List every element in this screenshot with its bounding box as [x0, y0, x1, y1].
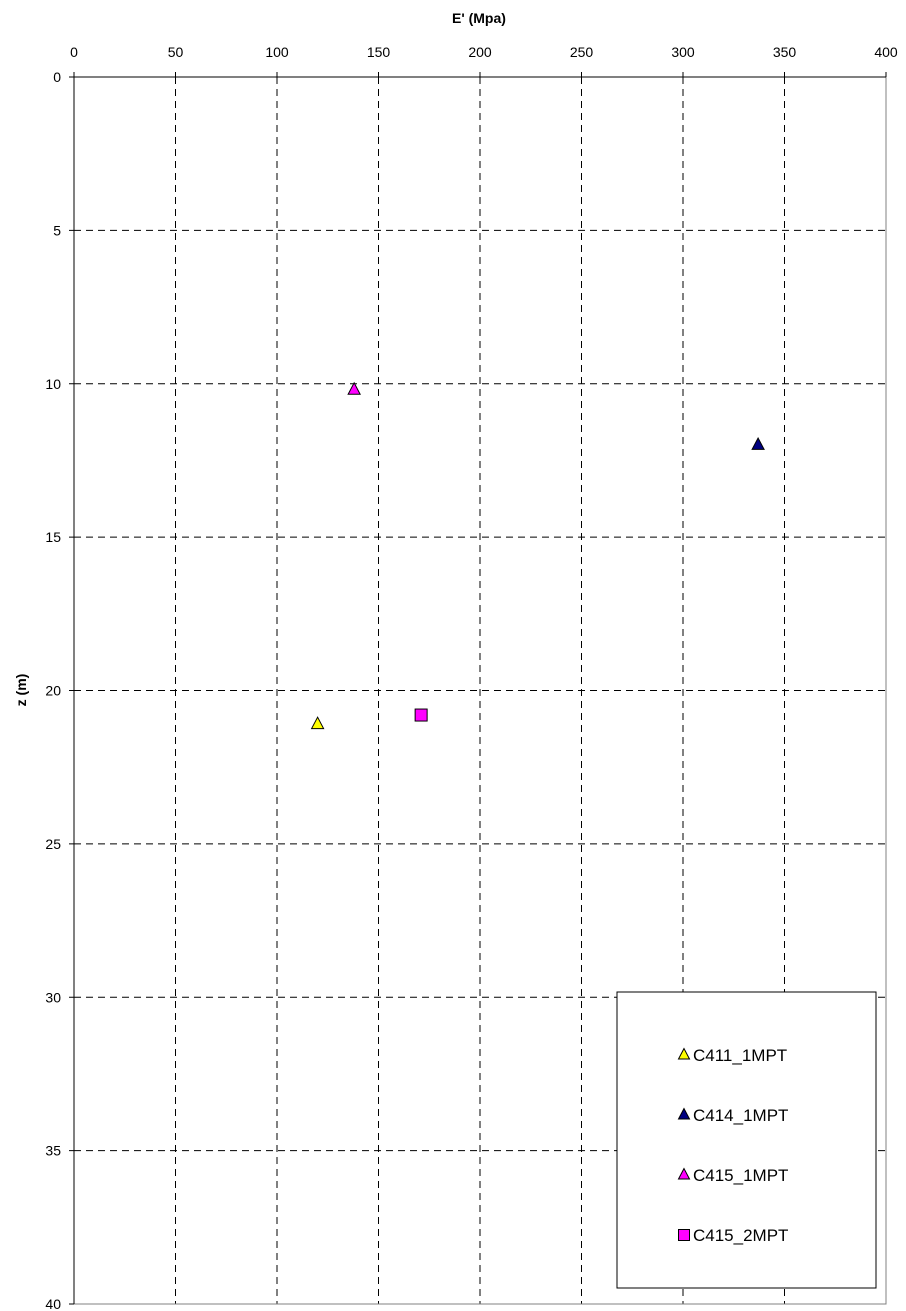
y-axis-title: z (m) [13, 674, 29, 707]
x-tick-label: 250 [570, 44, 594, 60]
data-points [310, 381, 765, 730]
data-point [310, 716, 325, 730]
legend-box [616, 991, 877, 1289]
x-tick-label: 400 [874, 44, 898, 60]
x-axis-title: E' (Mpa) [452, 10, 506, 26]
y-tick-label: 35 [45, 1143, 61, 1159]
legend-marker [677, 1107, 691, 1120]
x-tick-label: 0 [70, 44, 78, 60]
y-tick-label: 30 [45, 989, 61, 1005]
gridlines [74, 77, 886, 1304]
legend-label: C415_2MPT [693, 1226, 788, 1245]
legend: C411_1MPT C414_1MPT C415_1MPT C415_2MPT [616, 991, 877, 1289]
legend-label: C415_1MPT [693, 1166, 788, 1185]
tick-labels: 0 50 100 150 200 250 300 350 400 0 5 10 15 20 25 30 35 40 [45, 44, 897, 1311]
y-tick-label: 0 [53, 69, 61, 85]
legend-label: C411_1MPT [693, 1046, 787, 1065]
y-tick-label: 5 [53, 222, 61, 238]
x-tick-label: 200 [468, 44, 492, 60]
y-tick-label: 25 [45, 836, 61, 852]
x-tick-label: 300 [671, 44, 695, 60]
x-tick-label: 50 [168, 44, 184, 60]
legend-label: C414_1MPT [693, 1106, 788, 1125]
x-tick-label: 150 [367, 44, 391, 60]
legend-marker [677, 1047, 691, 1060]
axes [69, 72, 887, 1305]
data-point [414, 708, 428, 722]
y-tick-label: 10 [45, 376, 61, 392]
data-point [751, 436, 765, 450]
legend-marker [678, 1229, 690, 1241]
y-tick-label: 40 [45, 1296, 61, 1311]
legend-marker [677, 1167, 691, 1180]
data-point [347, 381, 361, 395]
x-tick-label: 350 [773, 44, 797, 60]
y-tick-label: 20 [45, 683, 61, 699]
x-tick-label: 100 [265, 44, 289, 60]
y-tick-label: 15 [45, 529, 61, 545]
